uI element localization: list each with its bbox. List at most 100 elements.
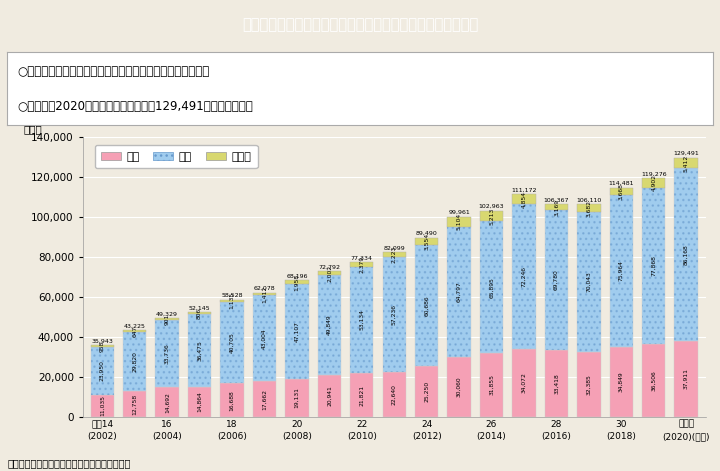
Bar: [480, 353, 503, 417]
Bar: [415, 238, 438, 245]
Bar: [285, 284, 309, 379]
Text: 32,385: 32,385: [586, 374, 591, 395]
Bar: [253, 382, 276, 417]
Bar: [220, 300, 243, 302]
Text: 86,168: 86,168: [683, 244, 688, 265]
Text: 806: 806: [197, 308, 202, 319]
Text: 2,379: 2,379: [359, 256, 364, 273]
Bar: [447, 227, 471, 357]
Bar: [220, 302, 243, 383]
Bar: [123, 332, 146, 391]
Bar: [675, 341, 698, 417]
Bar: [91, 347, 114, 395]
Bar: [642, 344, 665, 417]
Text: 65,895: 65,895: [489, 276, 494, 298]
Text: 70,043: 70,043: [586, 271, 591, 292]
Bar: [480, 221, 503, 353]
Legend: 来所, 電話, その他: 来所, 電話, その他: [94, 145, 258, 168]
Text: 25,250: 25,250: [424, 381, 429, 402]
Text: 75,964: 75,964: [618, 260, 624, 282]
Text: 901: 901: [165, 313, 170, 325]
Text: 114,481: 114,481: [608, 181, 634, 186]
Bar: [91, 347, 114, 395]
Bar: [382, 257, 406, 372]
Text: 62,078: 62,078: [253, 286, 275, 291]
Text: 31,855: 31,855: [489, 374, 494, 396]
Bar: [253, 295, 276, 382]
Text: 2,002: 2,002: [327, 265, 332, 282]
Bar: [447, 217, 471, 227]
Text: 1,958: 1,958: [294, 274, 300, 291]
Text: 49,849: 49,849: [327, 315, 332, 335]
Bar: [188, 314, 211, 387]
Bar: [512, 349, 536, 417]
Text: 33,736: 33,736: [165, 343, 170, 364]
Bar: [188, 312, 211, 314]
Bar: [156, 318, 179, 320]
Text: 60,686: 60,686: [424, 295, 429, 316]
Text: 40,705: 40,705: [230, 332, 235, 353]
Text: 647: 647: [132, 325, 138, 337]
Text: 5,213: 5,213: [489, 207, 494, 225]
Text: 57,236: 57,236: [392, 304, 397, 325]
Text: ○配偶者暴力相談支援センターへの相談件数は、年々増加。: ○配偶者暴力相談支援センターへの相談件数は、年々増加。: [18, 65, 210, 78]
Bar: [285, 284, 309, 379]
Text: 3,554: 3,554: [424, 233, 429, 250]
Bar: [382, 252, 406, 257]
Text: 33,418: 33,418: [554, 373, 559, 394]
Text: 3,682: 3,682: [586, 200, 591, 217]
Bar: [447, 227, 471, 357]
Text: 37,911: 37,911: [683, 368, 688, 390]
Bar: [675, 169, 698, 341]
Bar: [156, 320, 179, 388]
Text: 64,797: 64,797: [456, 281, 462, 302]
Text: 21,821: 21,821: [359, 384, 364, 406]
Bar: [577, 212, 600, 352]
Bar: [220, 302, 243, 383]
Bar: [512, 204, 536, 349]
Bar: [318, 375, 341, 417]
Bar: [350, 262, 374, 267]
Bar: [545, 210, 568, 350]
Text: 111,172: 111,172: [511, 188, 536, 193]
Text: 14,692: 14,692: [165, 392, 170, 413]
Bar: [350, 373, 374, 417]
Bar: [123, 330, 146, 332]
Bar: [350, 267, 374, 373]
Text: 1,412: 1,412: [262, 285, 267, 302]
Bar: [415, 245, 438, 366]
Text: 16,688: 16,688: [230, 390, 235, 411]
Text: 77,868: 77,868: [651, 255, 656, 276]
Bar: [188, 314, 211, 387]
Text: 958: 958: [100, 340, 105, 351]
Text: 106,110: 106,110: [576, 198, 601, 203]
Bar: [382, 372, 406, 417]
Bar: [123, 391, 146, 417]
Text: 29,820: 29,820: [132, 351, 138, 372]
Text: （備考）内閣府男女共同参画局調べより作成。: （備考）内閣府男女共同参画局調べより作成。: [7, 459, 130, 469]
Bar: [285, 379, 309, 417]
Text: 53,134: 53,134: [359, 309, 364, 331]
Bar: [545, 350, 568, 417]
Bar: [610, 195, 633, 347]
Text: 22,640: 22,640: [392, 384, 397, 405]
Text: 17,662: 17,662: [262, 389, 267, 410]
Text: 3,169: 3,169: [554, 199, 559, 216]
Text: 43,004: 43,004: [262, 328, 267, 349]
Text: （件）: （件）: [24, 124, 42, 134]
Bar: [675, 158, 698, 169]
Bar: [642, 178, 665, 188]
Text: 23,950: 23,950: [100, 360, 105, 381]
Bar: [188, 387, 211, 417]
Text: 12,758: 12,758: [132, 393, 138, 414]
Text: 34,849: 34,849: [618, 372, 624, 392]
Bar: [156, 320, 179, 388]
Text: 5,412: 5,412: [683, 154, 688, 171]
Text: 72,246: 72,246: [521, 266, 526, 287]
Bar: [610, 347, 633, 417]
Text: 49,329: 49,329: [156, 311, 178, 317]
Bar: [318, 271, 341, 275]
Text: 102,963: 102,963: [479, 204, 504, 209]
Text: 89,490: 89,490: [415, 231, 438, 236]
Text: 69,780: 69,780: [554, 270, 559, 291]
